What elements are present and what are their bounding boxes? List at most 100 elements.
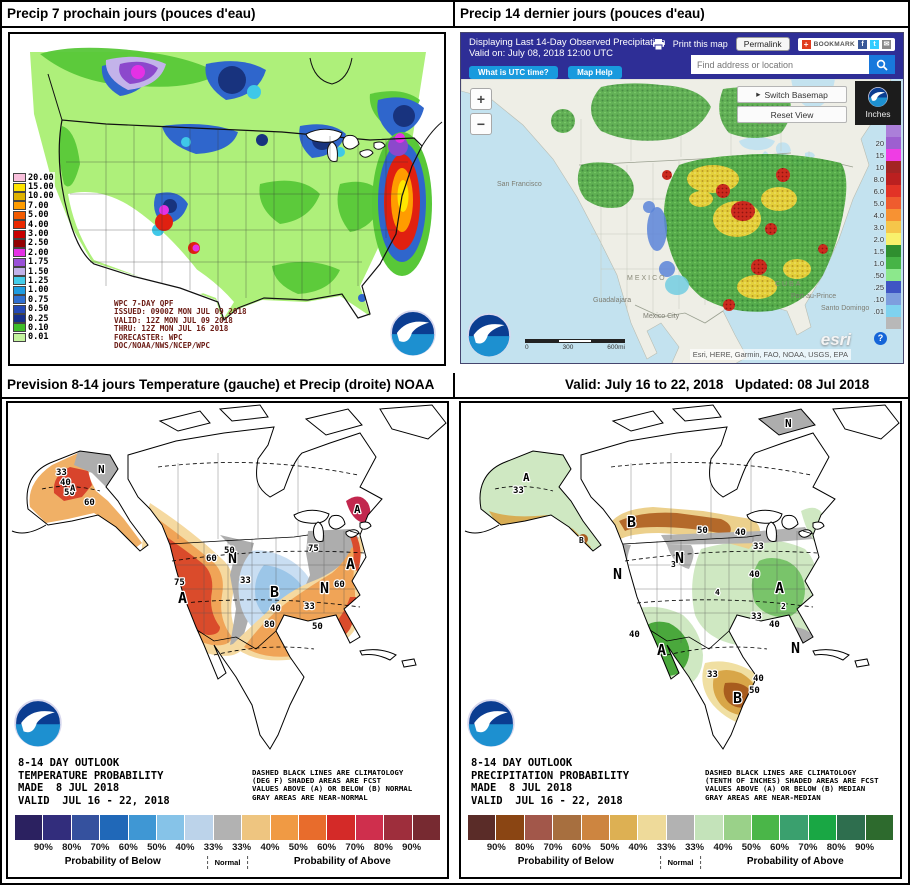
- switch-basemap-button[interactable]: ▸ Switch Basemap: [737, 86, 847, 103]
- panel-title-outlook: Prevision 8-14 jours Temperature (gauche…: [2, 373, 455, 399]
- temp-colorbar-label: 33%: [232, 842, 252, 853]
- map-help-button[interactable]: Map Help: [568, 66, 622, 79]
- temp-outlook-note-line: VALUES ABOVE (A) OR BELOW (B) NORMAL: [252, 784, 413, 794]
- qpf-legend-value: 10.00: [28, 191, 54, 202]
- utc-time-button[interactable]: What is UTC time?: [469, 66, 558, 79]
- print-map-button[interactable]: Print this map: [672, 39, 728, 49]
- svg-text:75: 75: [308, 544, 319, 554]
- qpf-legend-swatch: [13, 210, 26, 220]
- svg-text:B: B: [627, 513, 636, 531]
- panel-precip-outlook: Valid: July 16 to 22, 2018 Updated: 08 J…: [455, 373, 908, 883]
- precip-legend-value: 4.0: [873, 210, 884, 220]
- qpf-legend-swatch: [13, 323, 26, 333]
- qpf-legend-swatch: [13, 314, 26, 324]
- precip-legend-swatch: [886, 293, 901, 305]
- panel-title-valid-updated: Valid: July 16 to 22, 2018 Updated: 08 J…: [455, 373, 908, 399]
- qpf-legend-swatch: [13, 332, 26, 342]
- temp-colorbar-swatch: [213, 815, 242, 840]
- precip-legend-row: 6.0: [855, 185, 901, 197]
- precip-outlook-caption-line: PRECIPITATION PROBABILITY: [471, 769, 630, 782]
- precip-colorbar-swatch: [865, 815, 894, 840]
- precip-legend-swatch: [886, 161, 901, 173]
- panel-title-14day: Precip 14 dernier jours (pouces d'eau): [455, 2, 908, 28]
- temp-colorbar-label: 70%: [345, 842, 365, 853]
- svg-text:40: 40: [629, 630, 640, 640]
- switch-basemap-label: Switch Basemap: [764, 89, 828, 100]
- qpf-legend-row: 7.00: [13, 201, 54, 211]
- normal-label: Normal: [659, 856, 702, 869]
- precip-legend-value: 2.0: [873, 234, 884, 244]
- qpf-legend-swatch: [13, 267, 26, 277]
- precip-legend-swatch: [886, 257, 901, 269]
- qpf-legend-row: 0.25: [13, 314, 54, 324]
- zoom-in-button[interactable]: +: [470, 88, 492, 110]
- email-icon[interactable]: ✉: [882, 39, 891, 49]
- precip-colorbar-label: 70%: [543, 842, 563, 853]
- permalink-button[interactable]: Permalink: [735, 37, 790, 51]
- facebook-icon[interactable]: f: [858, 39, 867, 49]
- svg-text:40: 40: [753, 674, 764, 684]
- svg-text:A: A: [346, 555, 355, 573]
- temp-outlook-caption-line: 8-14 DAY OUTLOOK: [18, 757, 120, 769]
- reset-view-button[interactable]: Reset View: [737, 106, 847, 123]
- qpf-legend-row: 1.00: [13, 285, 54, 295]
- svg-text:50: 50: [697, 526, 708, 536]
- search-input[interactable]: [691, 55, 869, 74]
- zoom-out-button[interactable]: −: [470, 113, 492, 135]
- qpf-legend-row: 20.00: [13, 173, 54, 183]
- city-label-guadalajara: Guadalajara: [593, 297, 632, 304]
- svg-text:A: A: [657, 641, 666, 659]
- viewer-header-tools: Print this map Permalink + BOOKMARK f t …: [652, 37, 895, 51]
- temp-colorbar-label: 60%: [118, 842, 138, 853]
- precip-legend-row: 10: [855, 161, 901, 173]
- temp-colorbar-label: 40%: [175, 842, 195, 853]
- caret-icon: ▸: [756, 89, 761, 99]
- print-icon: [652, 38, 664, 50]
- qpf-caption: WPC 7-DAY QPF ISSUED: 0900Z MON JUL 09 20…: [114, 299, 247, 350]
- precip-colorbar-label: 50%: [741, 842, 761, 853]
- qpf-legend-row: 0.01: [13, 332, 54, 342]
- precip-outlook-art: B 50 40 33 N N A 40 B 40 50 33 A 40 33 4…: [464, 404, 900, 750]
- svg-text:N: N: [785, 417, 792, 430]
- temp-colorbar-swatch: [100, 815, 128, 840]
- precip-legend-row: .50: [855, 269, 901, 281]
- scale-bar-line: [525, 339, 625, 343]
- qpf-legend-value: 1.50: [28, 266, 49, 277]
- search-icon: [876, 59, 888, 71]
- qpf-legend-swatch: [13, 182, 26, 192]
- qpf-legend-value: 5.00: [28, 210, 49, 221]
- temp-outlook-caption-line: VALID JUL 16 - 22, 2018: [18, 794, 170, 807]
- svg-text:N: N: [675, 549, 684, 567]
- precip-legend-swatch: [886, 233, 901, 245]
- precip-legend-row: .25: [855, 281, 901, 293]
- bookmark-add-icon[interactable]: +: [801, 39, 811, 49]
- qpf-legend-row: 3.00: [13, 229, 54, 240]
- search-button[interactable]: [869, 55, 895, 74]
- qpf-legend-row: 1.50: [13, 266, 54, 277]
- twitter-icon[interactable]: t: [870, 39, 879, 49]
- qpf-legend-swatch: [13, 276, 26, 286]
- temp-colorbar-label: 60%: [317, 842, 337, 853]
- temp-colorbar-swatch: [327, 815, 355, 840]
- temp-colorbar-swatch: [242, 815, 270, 840]
- svg-text:50: 50: [312, 622, 323, 632]
- qpf-legend-row: 15.00: [13, 182, 54, 192]
- qpf-legend-value: 3.00: [28, 229, 49, 240]
- svg-text:33: 33: [56, 468, 67, 478]
- esri-logo[interactable]: esri: [820, 330, 851, 349]
- precip-colorbar-swatch: [638, 815, 666, 840]
- temp-colorbar-label: 50%: [288, 842, 308, 853]
- map-canvas[interactable]: Ottawa Montréal San Francisco MEXICO Gua…: [461, 79, 903, 363]
- svg-text:60: 60: [206, 554, 217, 564]
- precip-colorbar-label: 90%: [486, 842, 506, 853]
- city-label-port-au-prince: Port-au-Prince: [791, 293, 837, 300]
- svg-text:33: 33: [707, 670, 718, 680]
- updated-date-label: Updated: 08 Jul 2018: [735, 377, 870, 392]
- precip-legend-swatch: [886, 281, 901, 293]
- bookmark-widget[interactable]: + BOOKMARK f t ✉: [797, 37, 895, 51]
- probability-above-label: Probability of Above: [746, 856, 844, 867]
- qpf-legend-row: 4.00: [13, 220, 54, 230]
- qpf-legend-swatch: [13, 285, 26, 295]
- temp-colorbar-label: 90%: [402, 842, 422, 853]
- legend-help-button[interactable]: ?: [874, 332, 887, 345]
